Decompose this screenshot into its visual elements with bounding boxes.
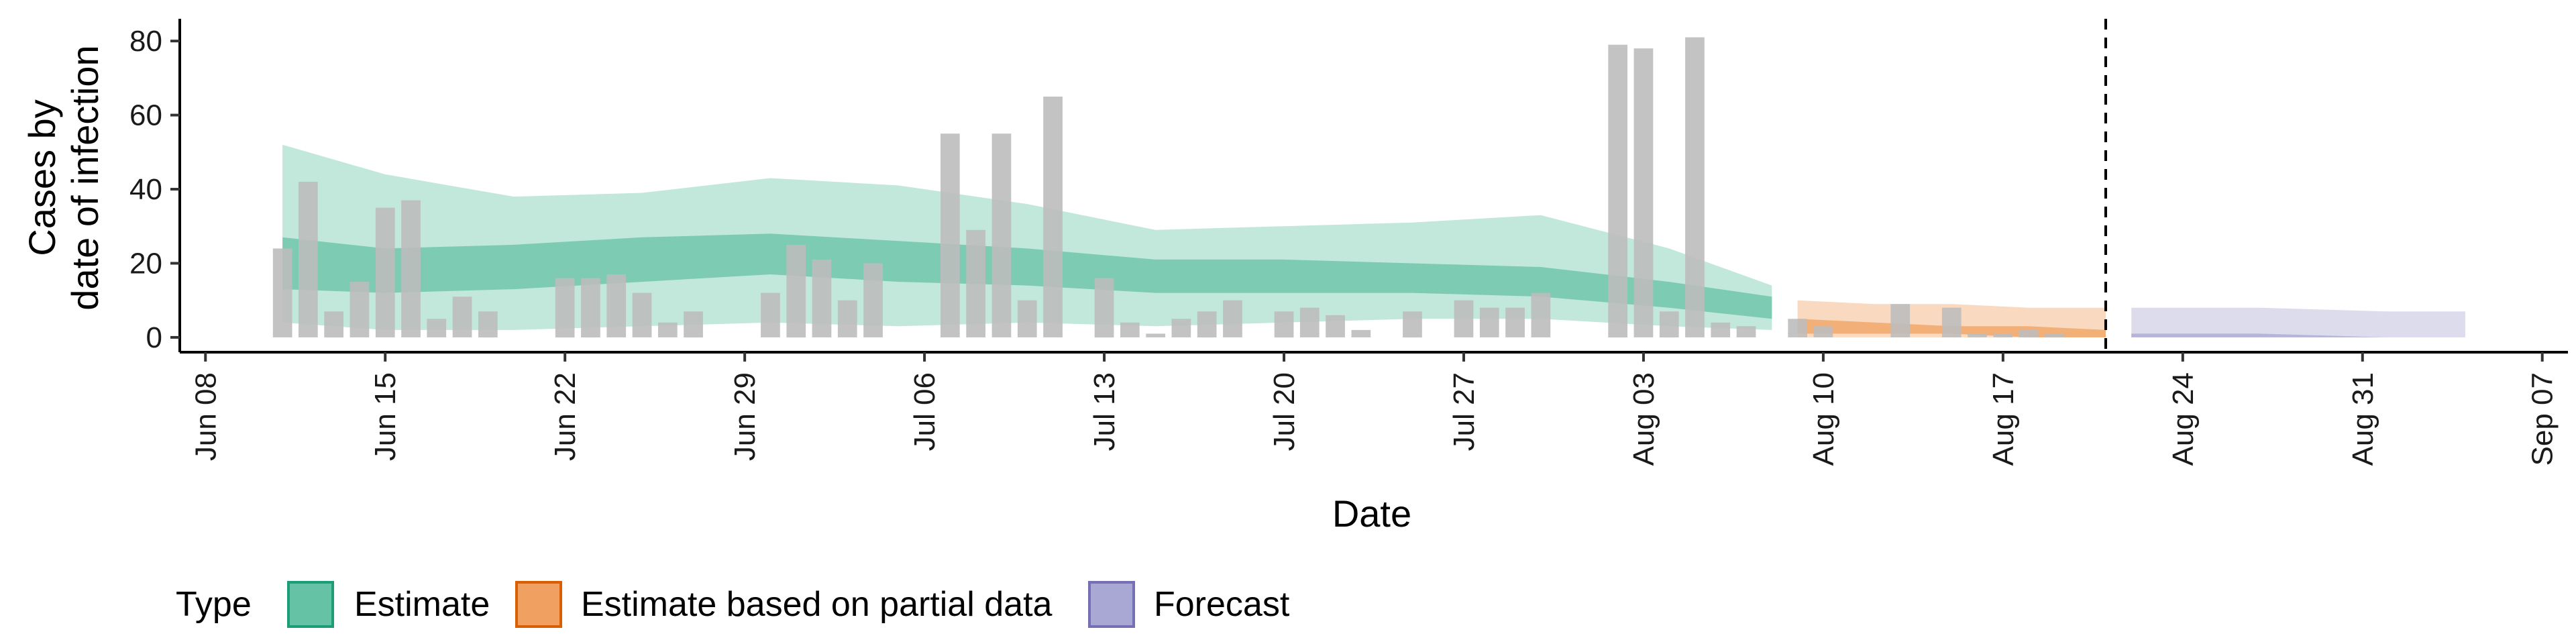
y-tick-label-60: 60: [129, 99, 162, 132]
x-tick-label-2020-07-27: Jul 27: [1448, 372, 1481, 451]
bar-2020-07-10: [1017, 300, 1037, 337]
reported-case-bars: [272, 37, 2064, 337]
bar-2020-06-11: [272, 248, 292, 337]
bar-2020-06-17: [427, 319, 447, 337]
bar-2020-07-15: [1146, 333, 1165, 337]
axes: [178, 19, 2568, 354]
y-tick-label-40: 40: [129, 173, 162, 206]
bar-2020-06-12: [299, 182, 318, 337]
bar-2020-06-16: [401, 200, 421, 337]
bar-2020-07-04: [863, 263, 883, 337]
x-tick-label-2020-07-13: Jul 13: [1088, 372, 1121, 451]
bar-2020-07-27: [1454, 300, 1474, 337]
legend-label-estimate: Estimate: [354, 585, 490, 624]
bar-2020-07-01: [786, 244, 806, 337]
bar-2020-07-29: [1505, 307, 1525, 337]
bar-2020-07-23: [1351, 329, 1371, 337]
y-axis-ticks: 0 20 40 60 80: [129, 25, 180, 354]
bar-2020-07-22: [1326, 315, 1345, 337]
x-axis-title: Date: [1332, 492, 1411, 535]
x-tick-label-2020-08-24: Aug 24: [2167, 372, 2200, 466]
y-axis-title-line-2: date of infection: [64, 45, 106, 310]
bar-2020-06-25: [632, 292, 652, 337]
bar-2020-07-28: [1479, 307, 1499, 337]
legend-item-forecast: Forecast: [1088, 581, 1290, 628]
bar-2020-07-14: [1120, 322, 1140, 337]
bar-2020-08-19: [2045, 333, 2064, 337]
band-inner-estimate: [282, 233, 1772, 319]
bar-2020-06-14: [350, 282, 370, 337]
x-tick-label-2020-07-20: Jul 20: [1268, 372, 1301, 451]
bar-2020-06-13: [324, 311, 343, 337]
bar-2020-08-18: [2019, 329, 2039, 337]
bar-2020-07-20: [1274, 311, 1294, 337]
bar-2020-08-04: [1659, 311, 1679, 337]
bar-2020-08-07: [1736, 326, 1756, 337]
band-outer-forecast: [2131, 307, 2465, 337]
bar-2020-07-16: [1171, 319, 1191, 337]
x-tick-label-2020-06-22: Jun 22: [549, 372, 582, 461]
y-tick-label-0: 0: [146, 321, 162, 354]
legend-title: Type: [176, 585, 252, 624]
bar-2020-08-09: [1788, 319, 1807, 337]
bar-2020-07-13: [1094, 278, 1114, 337]
bar-2020-06-26: [658, 322, 678, 337]
legend-label-forecast: Forecast: [1154, 585, 1290, 624]
bar-2020-06-15: [375, 207, 395, 337]
x-tick-label-2020-08-31: Aug 31: [2347, 372, 2379, 466]
bar-2020-07-17: [1197, 311, 1217, 337]
bar-2020-08-06: [1711, 322, 1731, 337]
bar-2020-07-25: [1403, 311, 1422, 337]
bar-2020-08-02: [1608, 44, 1627, 337]
legend-item-estimate: Estimate: [287, 581, 490, 628]
bar-2020-08-15: [1941, 307, 1962, 337]
bar-2020-06-22: [555, 278, 575, 337]
bar-2020-07-30: [1531, 292, 1551, 337]
bar-2020-06-23: [581, 278, 600, 337]
bar-2020-07-07: [941, 133, 960, 337]
bar-2020-06-24: [606, 274, 627, 337]
x-tick-label-2020-06-08: Jun 08: [189, 372, 222, 461]
bar-2020-07-09: [991, 133, 1012, 337]
bar-2020-07-11: [1043, 97, 1063, 337]
bar-2020-06-19: [478, 311, 498, 337]
bar-2020-07-18: [1223, 300, 1242, 337]
bar-2020-06-27: [684, 311, 703, 337]
bar-2020-08-03: [1633, 48, 1654, 337]
bar-2020-08-10: [1813, 326, 1833, 337]
bar-2020-07-21: [1299, 307, 1320, 337]
bar-2020-08-16: [1968, 333, 1987, 337]
y-tick-label-80: 80: [129, 25, 162, 58]
bar-2020-07-08: [966, 229, 985, 337]
bar-2020-08-13: [1890, 304, 1911, 337]
x-tick-label-2020-08-17: Aug 17: [1987, 372, 2020, 466]
legend-swatch-forecast: [1088, 581, 1135, 628]
bar-2020-08-05: [1685, 37, 1705, 337]
bar-2020-08-17: [1993, 333, 2013, 337]
x-tick-label-2020-06-29: Jun 29: [729, 372, 761, 461]
bar-2020-06-30: [761, 292, 780, 337]
legend: Type Estimate Estimate based on partial …: [176, 581, 1290, 628]
bar-2020-07-02: [812, 259, 832, 337]
band-inner-forecast: [2131, 333, 2465, 337]
x-tick-label-2020-09-07: Sep 07: [2526, 372, 2559, 466]
bar-2020-07-03: [837, 300, 857, 337]
x-tick-label-2020-06-15: Jun 15: [369, 372, 402, 461]
legend-swatch-estimate: [287, 581, 334, 628]
x-axis-ticks: Jun 08 Jun 15 Jun 22 Jun 29 Jul 06 Jul 13 Jul …: [189, 352, 2559, 466]
x-tick-label-2020-08-03: Aug 03: [1627, 372, 1660, 466]
legend-item-partial-estimate: Estimate based on partial data: [515, 581, 1053, 628]
bar-2020-06-18: [452, 297, 472, 337]
y-axis-title-line-1: Cases by: [21, 99, 63, 256]
x-tick-label-2020-08-10: Aug 10: [1807, 372, 1840, 466]
x-tick-label-2020-07-06: Jul 06: [908, 372, 941, 451]
legend-label-partial-estimate: Estimate based on partial data: [581, 585, 1053, 624]
legend-swatch-partial-estimate: [515, 581, 562, 628]
y-tick-label-20: 20: [129, 247, 162, 280]
